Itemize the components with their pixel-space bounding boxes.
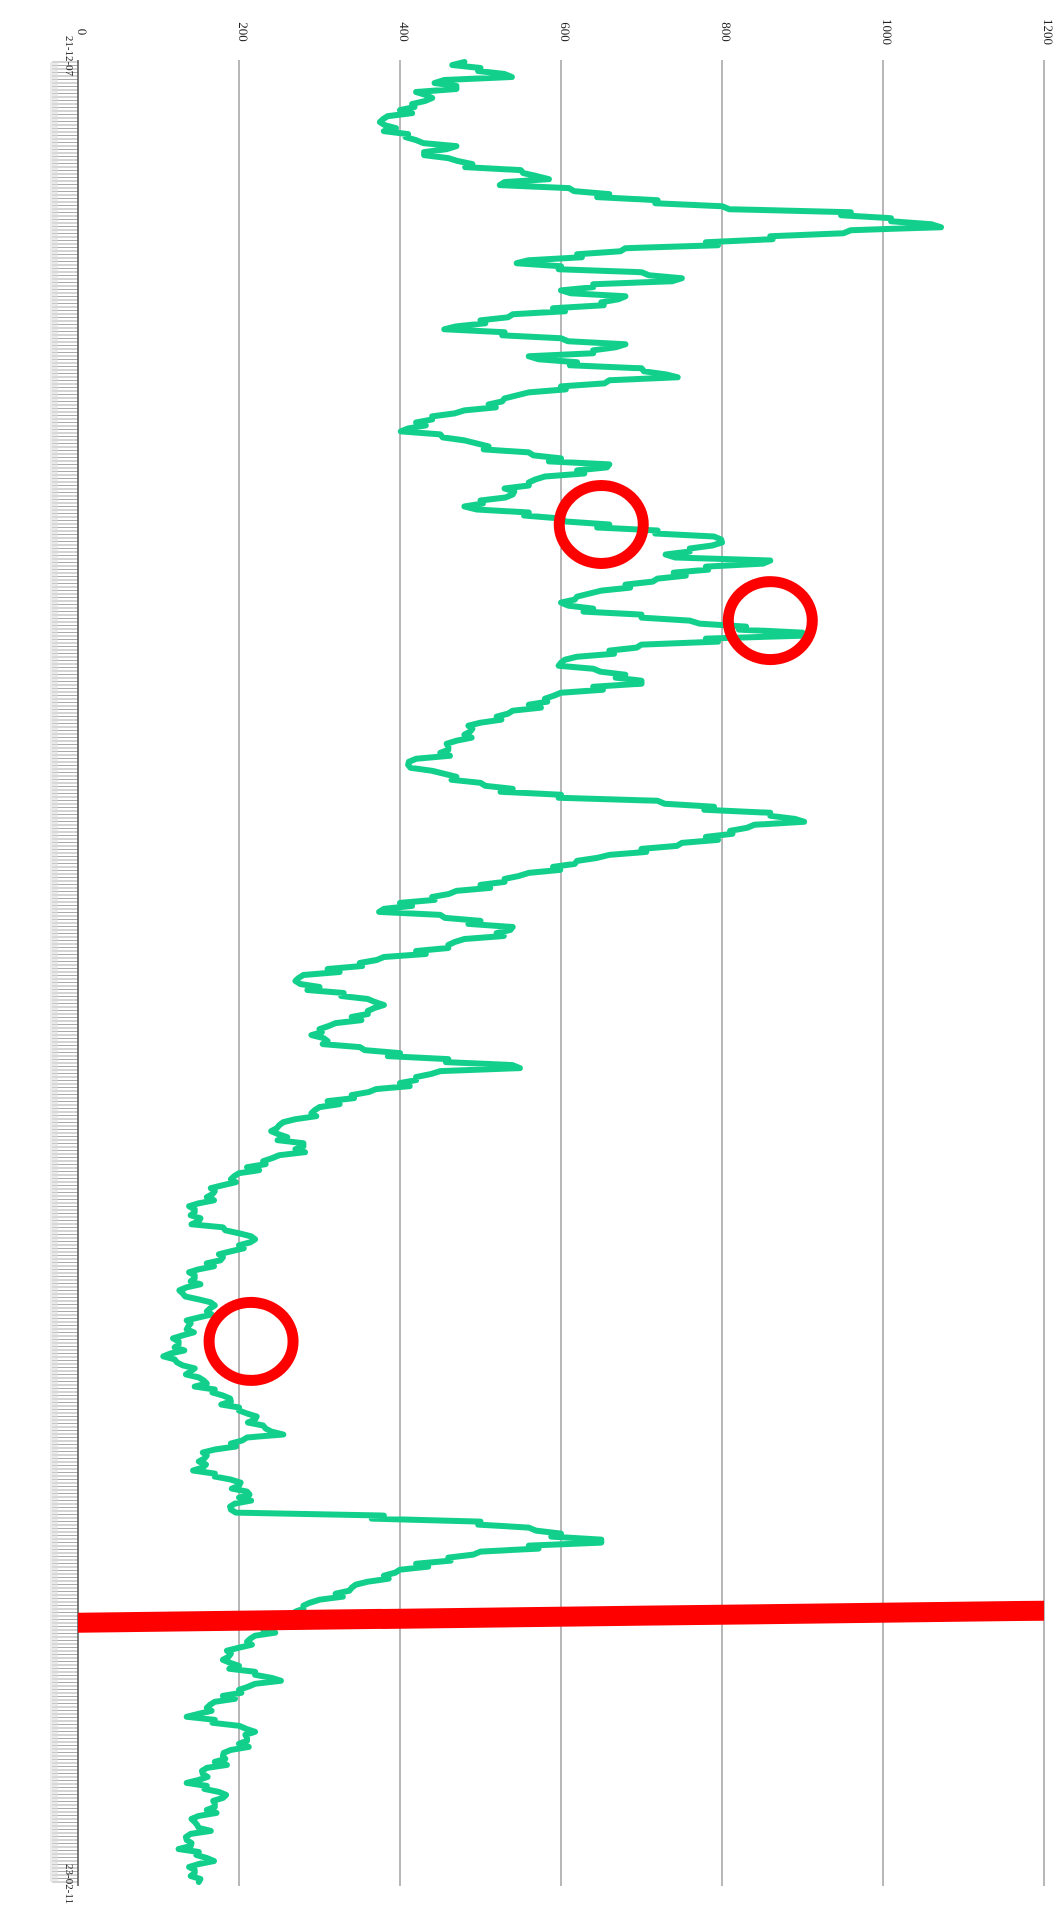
tick-label-600: 600 — [558, 22, 573, 42]
date-label-band — [50, 62, 58, 1882]
value-tick-labels: 0 200 400 600 800 1000 1200 — [75, 19, 1056, 45]
date-axis: 21-12-07 23-02-11 — [50, 36, 78, 1904]
date-label-first: 21-12-07 — [63, 36, 75, 77]
gridlines — [77, 60, 1045, 1886]
series-line — [160, 59, 944, 1885]
tick-label-1200: 1200 — [1041, 19, 1056, 45]
marker-line — [78, 1600, 1044, 1633]
tick-label-200: 200 — [236, 22, 251, 42]
tick-label-1000: 1000 — [880, 19, 895, 45]
date-label-last: 23-02-11 — [63, 1864, 75, 1904]
date-ticks — [52, 61, 78, 1883]
annotations — [78, 480, 1044, 1633]
tick-label-800: 800 — [719, 22, 734, 42]
highlight-circle-3 — [203, 1296, 299, 1386]
tick-label-400: 400 — [397, 22, 412, 42]
tick-label-0: 0 — [75, 29, 90, 36]
highlight-circle-1 — [553, 480, 649, 570]
highlight-circle-2 — [722, 576, 818, 666]
